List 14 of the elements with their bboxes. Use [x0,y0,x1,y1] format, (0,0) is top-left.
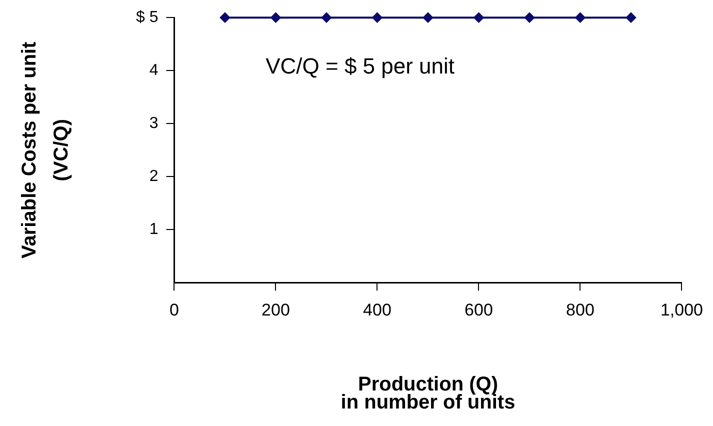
x-tick-label: 200 [262,300,290,320]
x-tick-label: 1,000 [660,300,704,320]
y-axis-title: Variable Costs per unit (VC/Q) [18,41,73,258]
y-tick-label: 1 [149,221,158,238]
y-tick-label: 2 [149,168,158,186]
x-tick-label: 600 [464,300,493,320]
x-tick-label: 400 [363,300,392,320]
y-tick-label: 4 [149,62,158,80]
y-tick-label: $ 5 [136,9,158,26]
y-tick-label: 3 [149,115,158,132]
x-tick-label: 0 [170,300,179,320]
x-axis-title: Production (Q) in number of units [340,374,516,414]
annotation: VC/Q = $ 5 per unit [266,54,455,79]
x-tick-label: 800 [566,300,594,320]
